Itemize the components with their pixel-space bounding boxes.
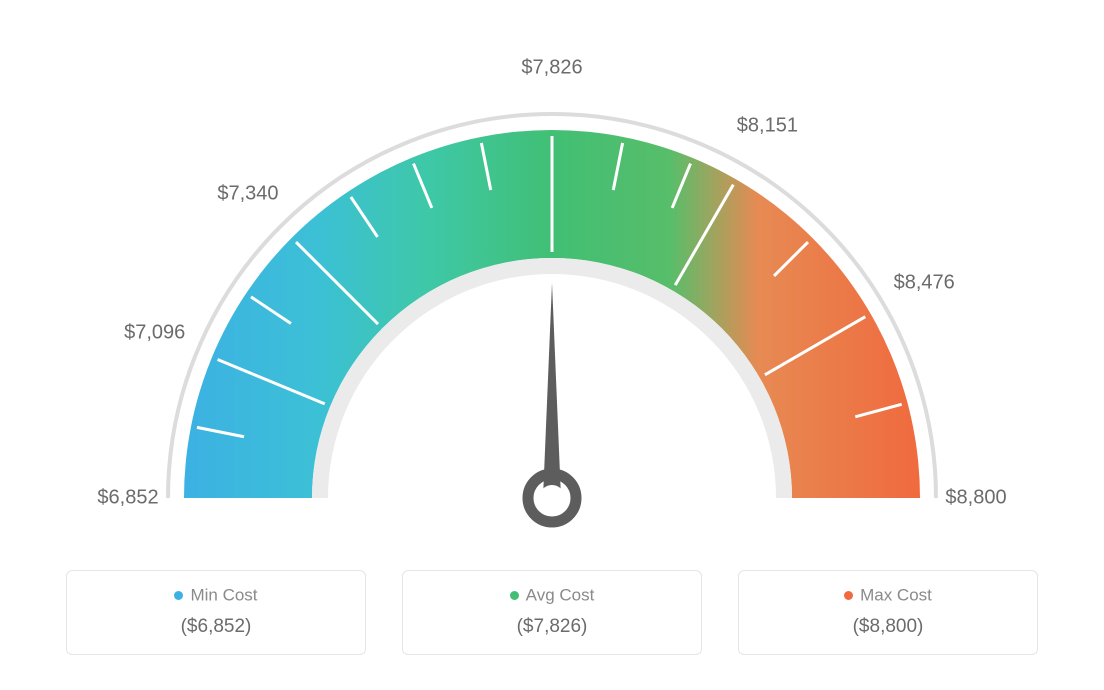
legend-dot-avg	[510, 591, 519, 600]
gauge-tick-label: $7,340	[217, 182, 278, 205]
legend-card-min: Min Cost ($6,852)	[66, 570, 366, 655]
legend-dot-max	[844, 591, 853, 600]
legend-title-min: Min Cost	[77, 585, 355, 606]
legend-dot-min	[174, 591, 183, 600]
legend-card-avg: Avg Cost ($7,826)	[402, 570, 702, 655]
legend-row: Min Cost ($6,852) Avg Cost ($7,826) Max …	[0, 570, 1104, 655]
legend-title-avg: Avg Cost	[413, 585, 691, 606]
legend-value-avg: ($7,826)	[413, 616, 691, 638]
gauge-chart: $6,852 $7,096 $7,340 $7,826 $8,151 $8,476 $8,8…	[0, 0, 1104, 560]
legend-title-max: Max Cost	[749, 585, 1027, 606]
legend-label-max: Max Cost	[860, 586, 932, 605]
gauge-tick-label: $7,096	[124, 322, 185, 345]
gauge-tick-label: $8,800	[945, 487, 1006, 510]
legend-label-min: Min Cost	[190, 586, 257, 605]
gauge-tick-label: $8,476	[894, 271, 955, 294]
legend-value-min: ($6,852)	[77, 616, 355, 638]
legend-value-max: ($8,800)	[749, 616, 1027, 638]
legend-card-max: Max Cost ($8,800)	[738, 570, 1038, 655]
legend-label-avg: Avg Cost	[526, 586, 595, 605]
gauge-tick-label: $8,151	[737, 114, 798, 137]
gauge-tick-label: $6,852	[97, 487, 158, 510]
gauge-tick-label: $7,826	[521, 57, 582, 80]
